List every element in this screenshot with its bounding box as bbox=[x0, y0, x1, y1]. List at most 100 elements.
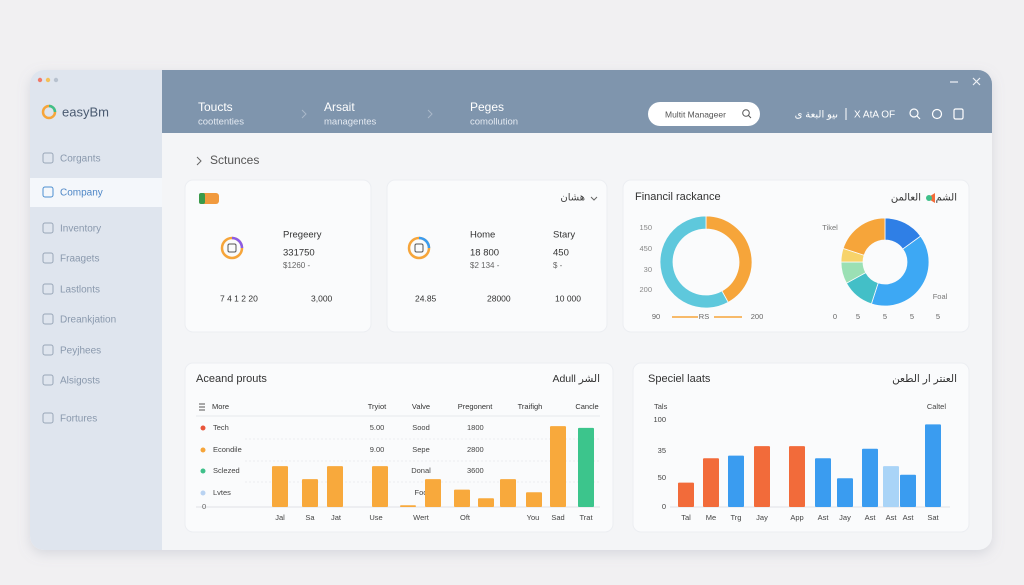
menu-icon bbox=[199, 403, 205, 411]
sidebar-item[interactable]: Corgants bbox=[60, 154, 101, 165]
stat-footer: 7 4 1 2 20 bbox=[220, 293, 258, 303]
card-title: Financil rackance bbox=[635, 191, 721, 203]
axis-label: Tals bbox=[654, 402, 668, 411]
sidebar-icon bbox=[42, 412, 54, 424]
table-cell: 3600 bbox=[467, 466, 484, 475]
bottom-label: 0 bbox=[833, 312, 837, 321]
table-header: Cancle bbox=[575, 402, 598, 411]
bar bbox=[372, 466, 388, 507]
table-cell: Sood bbox=[412, 423, 430, 432]
bar bbox=[526, 492, 542, 507]
card-title: Aceand prouts bbox=[196, 373, 267, 385]
search-box[interactable] bbox=[648, 102, 760, 126]
donut-label: Tikel bbox=[822, 223, 838, 232]
sidebar-item[interactable]: Dreankjation bbox=[60, 315, 116, 326]
nav-chevron bbox=[301, 109, 307, 119]
axis-label: 30 bbox=[644, 265, 652, 274]
table-header: Valve bbox=[412, 402, 430, 411]
card-menu[interactable]: هشان bbox=[560, 193, 585, 204]
nav-subtitle: comollution bbox=[470, 117, 518, 128]
table-header: Tryiot bbox=[368, 402, 387, 411]
sidebar-icon bbox=[42, 186, 54, 198]
bottom-label: 5 bbox=[936, 312, 940, 321]
x-label: Jay bbox=[839, 513, 851, 522]
search-icon[interactable] bbox=[909, 108, 919, 118]
window-dot bbox=[45, 77, 51, 83]
sidebar-icon bbox=[42, 344, 54, 356]
bar bbox=[678, 482, 694, 507]
x-label: Jal bbox=[275, 513, 285, 522]
legend-dot bbox=[200, 447, 206, 453]
sidebar-icon bbox=[42, 313, 54, 325]
axis-label: 200 bbox=[639, 285, 652, 294]
share-icon[interactable] bbox=[953, 108, 964, 120]
bar bbox=[703, 458, 719, 507]
x-label: Sat bbox=[927, 513, 939, 522]
profile-icon[interactable] bbox=[931, 108, 943, 120]
stat-card bbox=[184, 179, 372, 333]
stat-value: 331750 bbox=[283, 248, 315, 259]
table-cell: 9.00 bbox=[370, 445, 385, 454]
nav-subtitle: coottenties bbox=[198, 117, 244, 128]
x-label: Me bbox=[706, 513, 716, 522]
card-tag: الشم bbox=[936, 193, 957, 204]
legend-dot bbox=[200, 468, 206, 474]
x-label: Use bbox=[369, 513, 382, 522]
axis-label: 150 bbox=[639, 223, 652, 232]
topbar bbox=[162, 70, 992, 133]
breadcrumb[interactable]: Sctunces bbox=[210, 153, 259, 167]
table-cell: 2800 bbox=[467, 445, 484, 454]
axis-label: 35 bbox=[658, 446, 666, 455]
bottom-label: 200 bbox=[751, 312, 764, 321]
table-cell: 5.00 bbox=[370, 423, 385, 432]
bar bbox=[578, 427, 594, 507]
nav-chevron bbox=[427, 109, 433, 119]
nav-title[interactable]: Toucts bbox=[198, 100, 233, 114]
x-label: Oft bbox=[460, 513, 471, 522]
sidebar-item[interactable]: Peyjhees bbox=[60, 346, 101, 357]
stat-sub: $1260 - bbox=[283, 261, 310, 270]
x-label: Wert bbox=[413, 513, 430, 522]
close-button[interactable] bbox=[972, 77, 981, 86]
nav-title[interactable]: Peges bbox=[470, 100, 504, 114]
sidebar-icon bbox=[42, 252, 54, 264]
bar bbox=[454, 489, 470, 507]
sidebar-item[interactable]: Inventory bbox=[60, 224, 101, 235]
donut-segment bbox=[842, 217, 886, 256]
x-label: Sad bbox=[551, 513, 564, 522]
sidebar-item[interactable]: Fortures bbox=[60, 414, 97, 425]
nav-title[interactable]: Arsait bbox=[324, 100, 355, 114]
card-tag: العنتر ار الطعن bbox=[892, 373, 957, 385]
stat-sub: $2 134 - bbox=[470, 261, 500, 270]
x-label: You bbox=[527, 513, 540, 522]
stat-footer: 3,000 bbox=[311, 293, 333, 303]
bar bbox=[815, 458, 831, 507]
x-label: Ast bbox=[903, 513, 915, 522]
topbar-status[interactable]: X AtA OF bbox=[854, 110, 895, 121]
stat-value: 450 bbox=[553, 248, 569, 259]
donut-label: Foal bbox=[933, 292, 948, 301]
sidebar-item[interactable]: Lastlonts bbox=[60, 285, 100, 296]
corner-label: Caltel bbox=[927, 402, 947, 411]
card-icon bbox=[414, 243, 424, 253]
stat-footer: 28000 bbox=[487, 293, 511, 303]
axis-label: 50 bbox=[658, 473, 666, 482]
card-icon bbox=[227, 243, 237, 253]
sidebar-item[interactable]: Alsigosts bbox=[60, 376, 100, 387]
bar bbox=[862, 448, 878, 507]
y-label: 0 bbox=[202, 502, 206, 511]
table-cell: Sepe bbox=[412, 445, 430, 454]
sidebar-item[interactable]: Fraagets bbox=[60, 254, 99, 265]
sidebar-icon bbox=[42, 374, 54, 386]
sidebar-icon bbox=[42, 222, 54, 234]
bar bbox=[425, 479, 441, 507]
bar bbox=[478, 498, 494, 507]
sidebar-item[interactable]: Company bbox=[60, 188, 103, 199]
x-label: Ast bbox=[886, 513, 898, 522]
donut-segment bbox=[659, 215, 729, 309]
bottom-label: 90 bbox=[652, 312, 660, 321]
table-cell: Foo bbox=[415, 488, 428, 497]
window-dot bbox=[37, 77, 43, 83]
card-tag: العالمن bbox=[891, 193, 921, 204]
